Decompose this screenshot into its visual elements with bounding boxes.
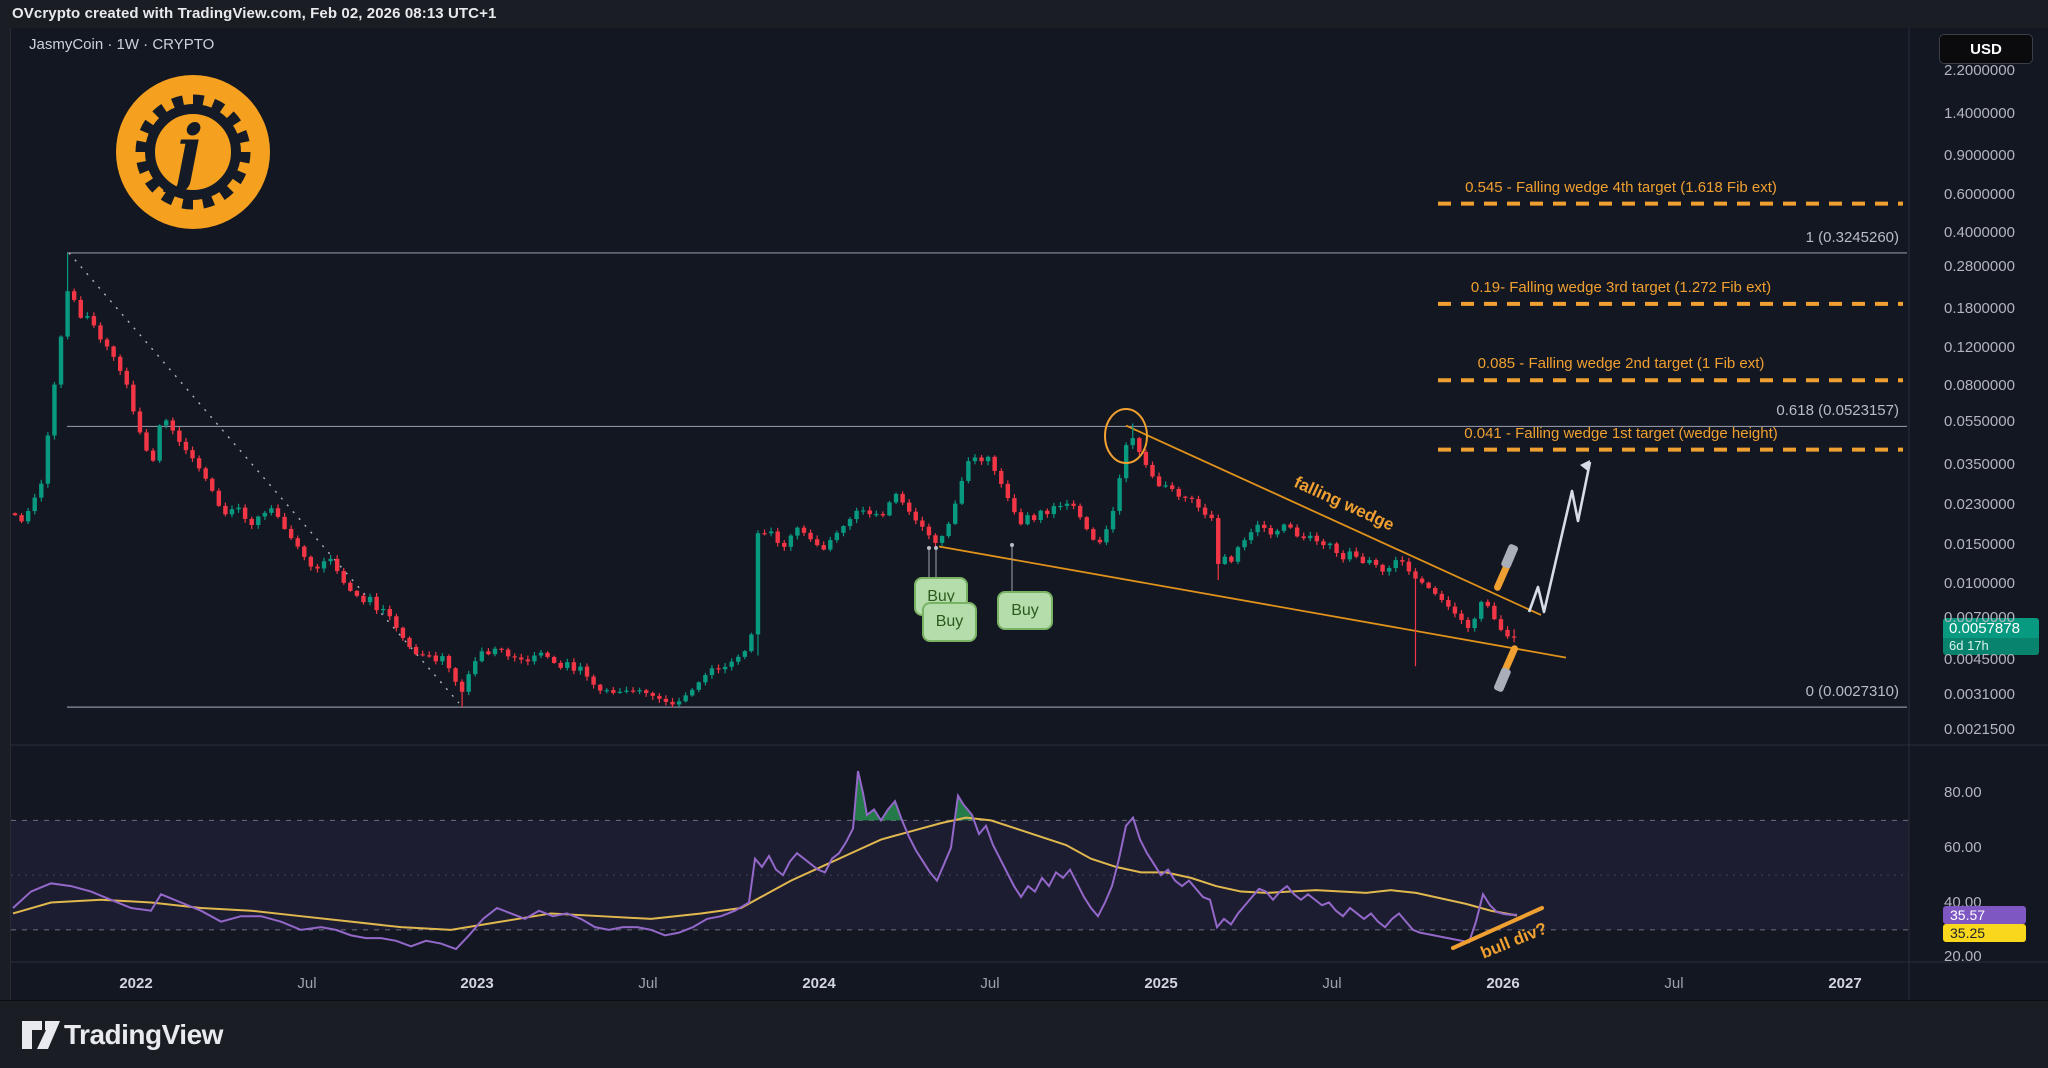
price-axis-label: 0.0150000 — [1944, 536, 2015, 554]
time-axis-label: Jul — [1322, 975, 1342, 992]
time-axis-label: 2023 — [460, 975, 494, 992]
time-axis-label: 2024 — [802, 975, 836, 992]
target-line-label[interactable]: 0.041 - Falling wedge 1st target (wedge … — [1464, 424, 1778, 442]
price-axis-label: 0.0021500 — [1944, 720, 2015, 738]
time-axis-label: Jul — [638, 975, 658, 992]
time-axis-label: 2027 — [1828, 975, 1862, 992]
price-axis-label: 0.0031000 — [1944, 686, 2015, 704]
chart-area[interactable]: JasmyCoin · 1W · CRYPTO j USD falling we… — [10, 28, 2048, 1000]
target-line-label[interactable]: 0.085 - Falling wedge 2nd target (1 Fib … — [1477, 355, 1765, 373]
currency-usd-button[interactable]: USD — [1939, 34, 2033, 64]
time-axis-label: 2022 — [119, 975, 153, 992]
price-axis-label: 0.9000000 — [1944, 146, 2015, 164]
fib-level-label[interactable]: 0 (0.0027310) — [1805, 683, 1899, 701]
price-axis-label: 0.0100000 — [1944, 574, 2015, 592]
price-axis-label: 0.6000000 — [1944, 185, 2015, 203]
price-axis-label: 0.2800000 — [1944, 257, 2015, 275]
attribution-bar: OVcrypto created with TradingView.com, F… — [0, 0, 2048, 28]
time-axis-label: Jul — [1664, 975, 1684, 992]
hammer-icon[interactable] — [1483, 645, 1528, 696]
last-price-badge: 0.0057878 6d 17h — [1943, 617, 2039, 655]
target-line-label[interactable]: 0.19- Falling wedge 3rd target (1.272 Fi… — [1470, 278, 1772, 296]
jasmycoin-logo: j — [116, 75, 270, 229]
price-axis-label: 0.1800000 — [1944, 299, 2015, 317]
price-axis-label: 1.4000000 — [1944, 104, 2015, 122]
price-axis-label: 2.2000000 — [1944, 62, 2015, 79]
target-line-label[interactable]: 0.545 - Falling wedge 4th target (1.618 … — [1465, 178, 1777, 196]
tradingview-logo-icon[interactable] — [20, 1015, 62, 1055]
rsi-axis-label: 60.00 — [1944, 838, 1982, 856]
time-axis-label: Jul — [980, 975, 1000, 992]
price-axis-label: 0.1200000 — [1944, 338, 2015, 356]
rsi-value-badge: 35.25 — [1943, 924, 2026, 942]
price-axis-label: 0.0350000 — [1944, 455, 2015, 473]
fib-level-label[interactable]: 0.618 (0.0523157) — [1776, 402, 1899, 420]
attribution-text: OVcrypto created with TradingView.com, F… — [12, 5, 497, 22]
buy-signal-label[interactable]: Buy — [997, 591, 1053, 630]
hammer-icon[interactable] — [1485, 541, 1530, 591]
footer-bar: TradingView — [0, 1000, 2048, 1068]
rsi-value-badge: 35.57 — [1943, 906, 2026, 924]
price-axis-label: 0.0230000 — [1944, 495, 2015, 513]
last-price-value: 0.0057878 — [1943, 617, 2039, 638]
price-axis-label: 0.0550000 — [1944, 412, 2015, 430]
tradingview-wordmark[interactable]: TradingView — [64, 1019, 223, 1050]
time-axis-label: Jul — [297, 975, 317, 992]
time-axis-label: 2025 — [1144, 975, 1178, 992]
price-axis-label: 0.4000000 — [1944, 224, 2015, 242]
price-axis-label: 0.0070000 — [1944, 608, 2015, 626]
price-axis-label: 0.0800000 — [1944, 377, 2015, 395]
bar-countdown: 6d 17h — [1943, 637, 2039, 655]
symbol-title[interactable]: JasmyCoin · 1W · CRYPTO — [29, 36, 215, 53]
buy-signal-label[interactable]: Buy — [922, 602, 977, 642]
rsi-axis-label: 80.00 — [1944, 784, 1982, 801]
time-axis-label: 2026 — [1486, 975, 1520, 992]
price-chart-canvas[interactable] — [11, 28, 2048, 1000]
price-axis-label: 0.0045000 — [1944, 650, 2015, 668]
fib-level-label[interactable]: 1 (0.3245260) — [1805, 228, 1899, 246]
rsi-axis-label: 20.00 — [1944, 948, 1982, 966]
